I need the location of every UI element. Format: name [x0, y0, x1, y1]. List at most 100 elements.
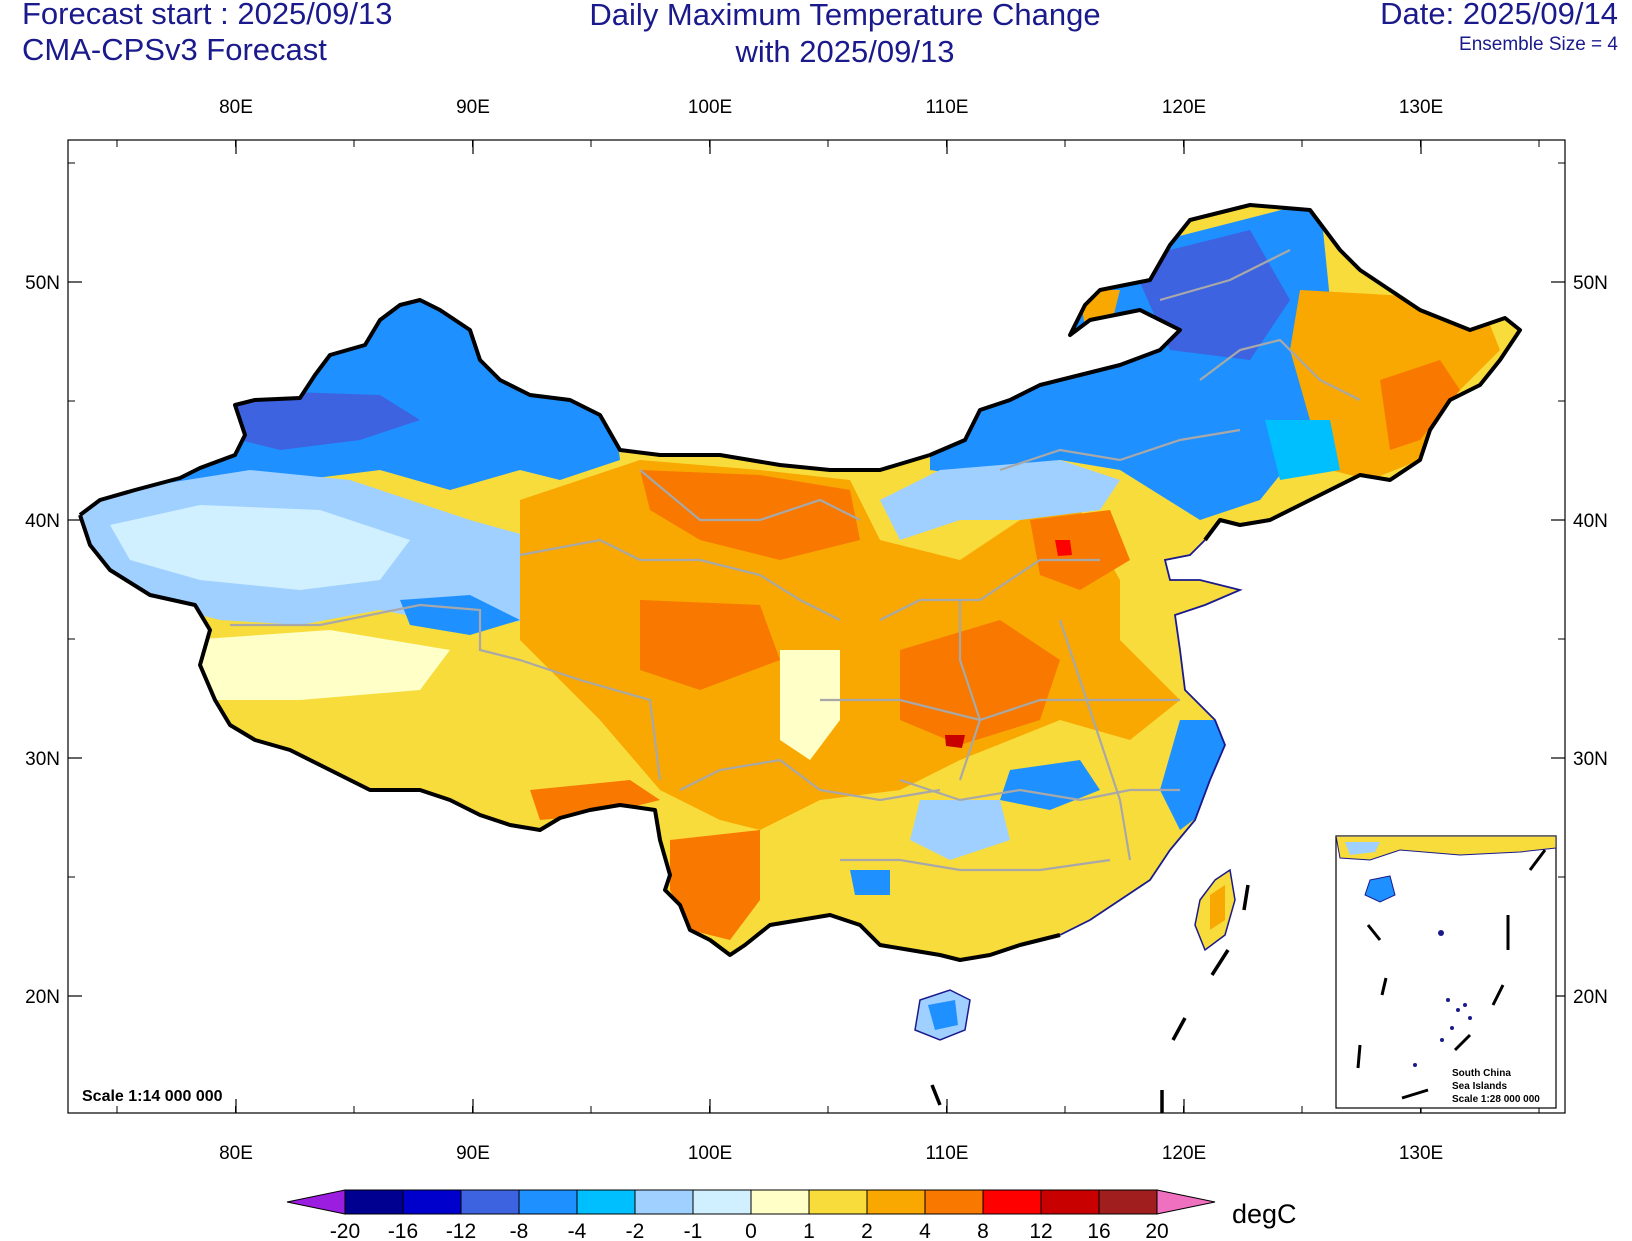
field-guangxi-cold	[850, 870, 890, 895]
colorbar-segment	[402, 1189, 462, 1215]
taiwan-warm	[1210, 885, 1225, 930]
lat-tick-label-left: 30N	[25, 749, 60, 770]
field-north-hot	[640, 470, 860, 560]
model-name-label: CMA-CPSv3 Forecast	[22, 32, 327, 67]
colorbar-segment	[634, 1189, 694, 1215]
border-henan	[958, 600, 982, 781]
field-guizhou-cool	[910, 800, 1010, 860]
border-jilin	[1199, 338, 1361, 401]
lat-tick-label-right: 50N	[1573, 273, 1608, 294]
inset-island	[1440, 1038, 1444, 1042]
colorbar-tick-label: -1	[684, 1220, 703, 1241]
border-heilongjiang	[1159, 249, 1291, 302]
maritime-boundary-dashes	[930, 884, 1250, 1113]
lon-tick-label-top: 120E	[1162, 97, 1206, 118]
field-tibet-south-hot	[530, 780, 660, 820]
dash-1	[1242, 884, 1250, 911]
colorbar-unit-label: degC	[1232, 1199, 1297, 1229]
inset-map	[1336, 836, 1556, 1100]
dash-3	[1171, 1017, 1187, 1041]
inset-island	[1438, 930, 1444, 936]
field-hot-spot-north	[1055, 540, 1072, 556]
field-ne-hot	[1380, 360, 1460, 450]
field-loess-hot	[640, 600, 780, 690]
hainan-cold	[928, 1000, 958, 1030]
border-liaoning	[999, 428, 1241, 472]
scale-note: Scale 1:14 000 000	[82, 1088, 223, 1105]
colorbar-tick-label: 12	[1029, 1220, 1052, 1241]
inset-dash-3	[1491, 984, 1505, 1006]
border-guangdong	[840, 858, 1111, 872]
forecast-start-label: Forecast start : 2025/09/13	[22, 0, 393, 31]
inset-mainland	[1336, 836, 1556, 861]
border-anhui	[1058, 619, 1132, 861]
lon-tick-label-top: 100E	[688, 97, 732, 118]
inset-dashes	[1356, 849, 1547, 1100]
field-central-hot	[900, 620, 1060, 745]
lon-tick-label-top: 90E	[456, 97, 490, 118]
field-inner-mongolia-cool	[880, 460, 1120, 540]
inset-island	[1468, 1016, 1472, 1020]
lon-tick-label-bottom: 100E	[688, 1143, 732, 1164]
field-hunan-cold	[1000, 760, 1100, 810]
colorbar-segment	[692, 1189, 752, 1215]
colorbar-tick-label: 1	[803, 1220, 815, 1241]
border-yangtze	[820, 698, 1180, 722]
colorbar-tick-label: -8	[510, 1220, 529, 1241]
colorbar: -20 -16 -12 -8 -4 -2 -1 0 1 2 4 8 12 16 20	[286, 1189, 1216, 1241]
lon-tick-label-top: 130E	[1399, 97, 1443, 118]
field-yunnan-hot	[670, 830, 760, 940]
colorbar-tick-label: -12	[446, 1220, 476, 1241]
lat-tick-label-left: 20N	[25, 987, 60, 1008]
colorbar-tick-label: -16	[388, 1220, 418, 1241]
inset-dash-5	[1401, 1088, 1429, 1100]
border-shanxi-hebei	[879, 558, 1100, 621]
coastline	[1059, 539, 1243, 936]
colorbar-segment	[518, 1189, 578, 1215]
province-borders	[230, 249, 1361, 872]
inset-frame	[1335, 835, 1557, 1109]
lat-tick-label-right: 30N	[1573, 749, 1608, 770]
inset-dash-1	[1528, 849, 1547, 871]
colorbar-tick-label: -4	[568, 1220, 587, 1241]
colorbar-tick-label: 4	[919, 1220, 931, 1241]
lat-tick-label-left: 50N	[25, 273, 60, 294]
colorbar-segment	[460, 1189, 520, 1215]
inset-island	[1456, 1008, 1460, 1012]
inset-dash-8	[1356, 1044, 1362, 1069]
colorbar-tick-label: 2	[861, 1220, 873, 1241]
colorbar-tick-label: 20	[1145, 1220, 1168, 1241]
lat-tick-label-left: 40N	[25, 511, 60, 532]
inset-note-line1: South China	[1452, 1068, 1511, 1079]
inset-island	[1413, 1063, 1417, 1067]
border-hunan-jiangxi	[899, 778, 1180, 802]
ensemble-size-label: Ensemble Size = 4	[1459, 34, 1618, 55]
colorbar-tick-label: 16	[1087, 1220, 1110, 1241]
lat-tick-label-right: 40N	[1573, 511, 1608, 532]
field-northchina-hot	[1030, 510, 1130, 590]
colorbar-segment	[924, 1189, 984, 1215]
colorbar-tick-label: -2	[626, 1220, 645, 1241]
inset-coast-cool	[1345, 842, 1380, 855]
field-ne-cold-pocket	[1265, 420, 1340, 480]
inset-island	[1450, 1026, 1454, 1030]
border-gansu-mongolia	[639, 469, 861, 522]
dash-2	[1210, 949, 1230, 976]
lon-tick-label-bottom: 130E	[1399, 1143, 1443, 1164]
map-title-line1: Daily Maximum Temperature Change	[589, 0, 1101, 32]
lon-tick-label-top: 110E	[926, 97, 969, 118]
lon-ticks-top: 80E 90E 100E 110E 120E 130E	[116, 97, 1540, 154]
national-border-south	[78, 514, 1061, 962]
lon-tick-label-top: 80E	[219, 97, 253, 118]
lat-tick-label-right: 20N	[1573, 987, 1608, 1008]
national-border-north	[78, 203, 1522, 542]
inset-dash-6	[1366, 924, 1382, 941]
map-title-line2: with 2025/09/13	[735, 34, 955, 69]
colorbar-segment	[750, 1189, 810, 1215]
lon-tick-label-bottom: 120E	[1162, 1143, 1206, 1164]
dash-5	[930, 1084, 942, 1106]
inset-dash-4	[1453, 1033, 1472, 1052]
field-tarim-light	[110, 505, 410, 590]
map-title: Daily Maximum Temperature Change with 20…	[530, 0, 1160, 70]
